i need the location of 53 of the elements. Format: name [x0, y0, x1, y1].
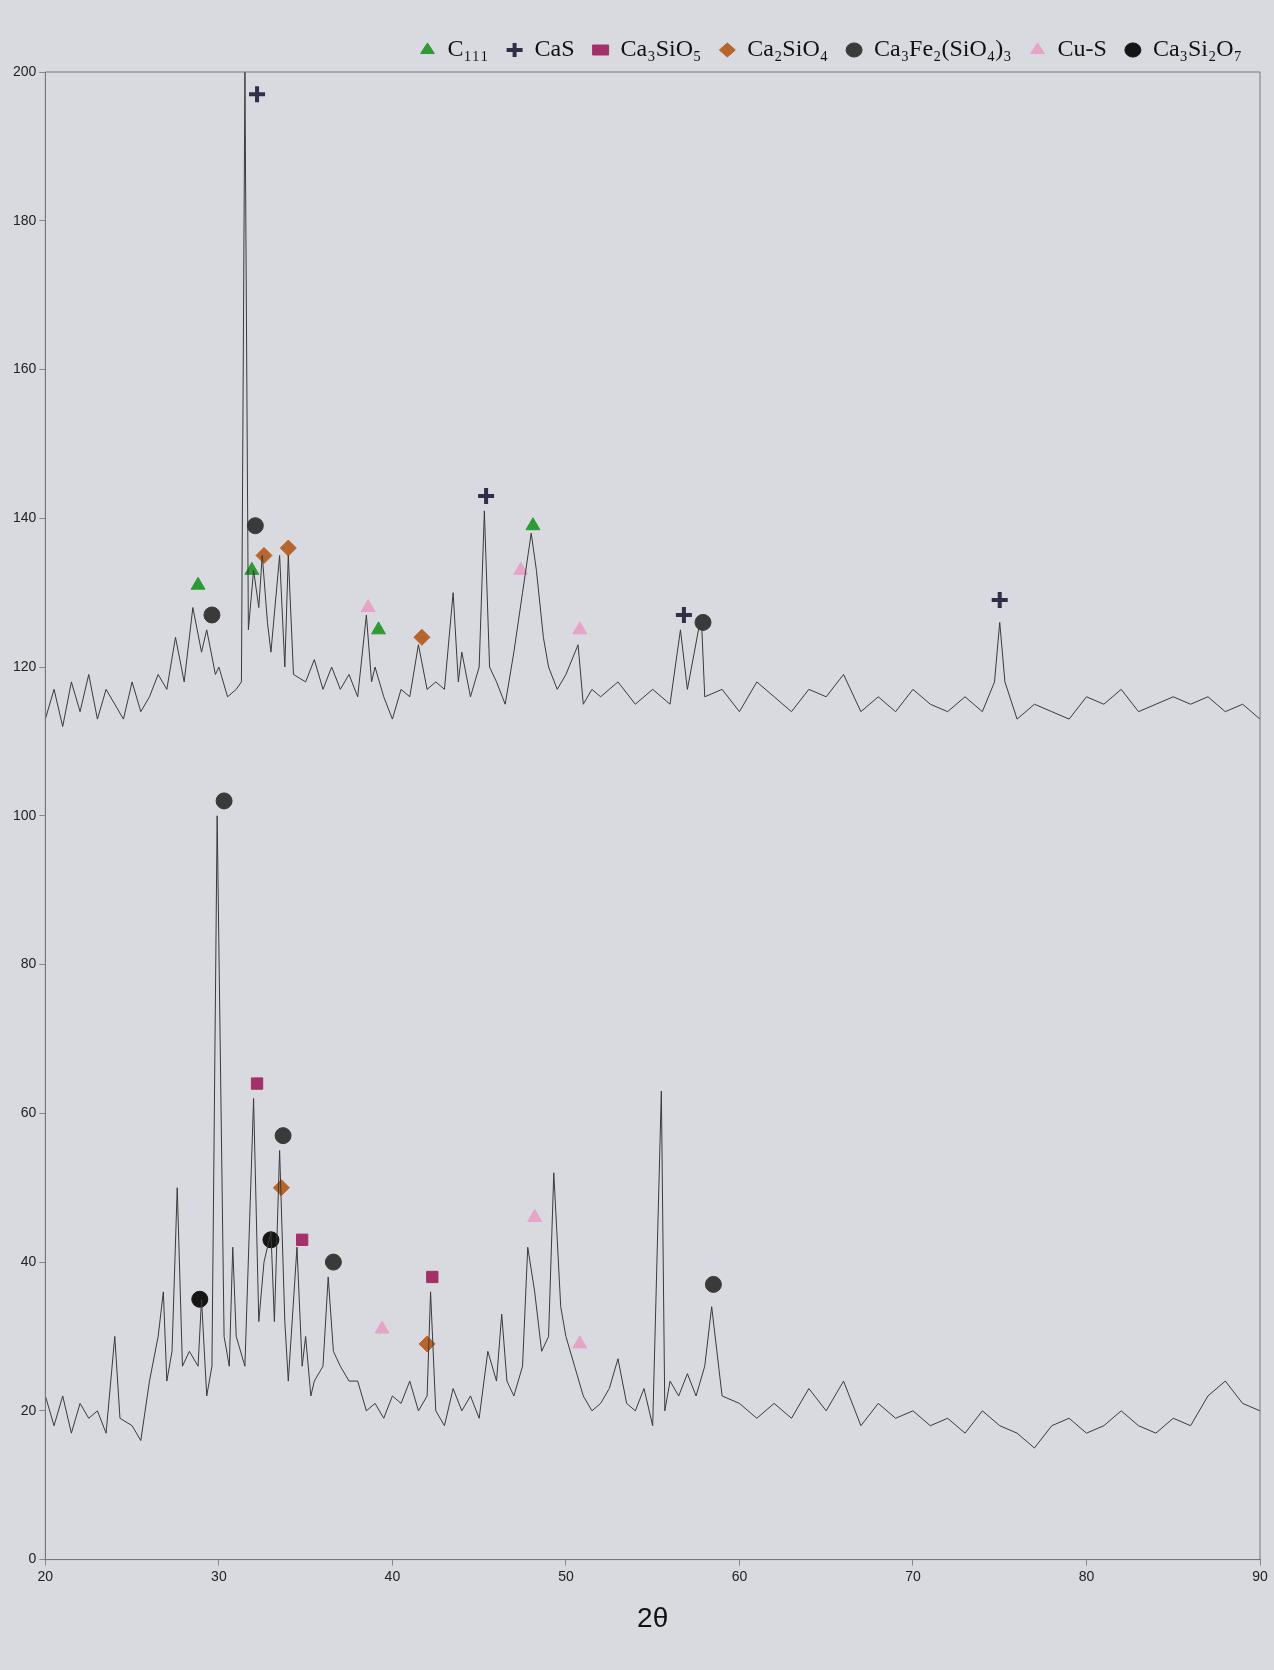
- point: [274, 1127, 292, 1145]
- point: [247, 84, 268, 105]
- y-tick-label: 140: [13, 509, 37, 526]
- point: [374, 1320, 390, 1334]
- point: [279, 539, 297, 557]
- point: [360, 599, 376, 613]
- legend-label: Cu-S: [1057, 35, 1107, 62]
- point: [673, 604, 694, 625]
- y-tick-label: 120: [13, 657, 37, 674]
- y-tick-label: 160: [13, 360, 37, 377]
- y-tick-label: 20: [20, 1401, 37, 1418]
- legend-label: Ca₂SiO₄: [747, 35, 829, 62]
- legend-label: C₁₁₁: [447, 35, 489, 62]
- point: [296, 1233, 309, 1246]
- legend-label: Ca₃Si₂O₇: [1152, 35, 1242, 62]
- legend-label: Ca₃Fe₂(SiO₄)₃: [874, 35, 1012, 62]
- point: [190, 576, 206, 590]
- y-tick-label: 180: [13, 211, 37, 228]
- point: [246, 517, 264, 535]
- point: [203, 606, 221, 624]
- point: [525, 517, 541, 531]
- x-tick-label: 90: [1252, 1567, 1268, 1584]
- point: [371, 621, 386, 635]
- legend-label: Ca₃SiO₅: [620, 35, 702, 62]
- x-tick-label: 30: [211, 1567, 227, 1584]
- y-tick-label: 60: [20, 1104, 37, 1121]
- point: [704, 1275, 722, 1293]
- point: [413, 628, 431, 646]
- point: [476, 485, 497, 506]
- y-tick-label: 200: [13, 62, 37, 79]
- x-tick-label: 50: [558, 1567, 574, 1584]
- x-tick-label: 70: [905, 1567, 921, 1584]
- point: [527, 1208, 543, 1222]
- point: [989, 590, 1010, 611]
- point: [215, 792, 233, 810]
- x-tick-label: 60: [731, 1567, 748, 1584]
- legend-label: CaS: [534, 35, 575, 62]
- y-tick-label: 100: [13, 806, 37, 823]
- y-tick-label: 40: [20, 1252, 37, 1269]
- x-axis-title: 2θ: [637, 1601, 669, 1633]
- point: [513, 561, 529, 575]
- x-tick-label: 40: [384, 1567, 401, 1584]
- x-tick-label: 20: [37, 1567, 54, 1584]
- point: [324, 1253, 342, 1271]
- point: [250, 1077, 264, 1090]
- point: [572, 1335, 588, 1349]
- point: [572, 621, 588, 635]
- x-tick-label: 80: [1078, 1567, 1095, 1584]
- point: [191, 1290, 209, 1308]
- y-tick-label: 80: [20, 955, 37, 972]
- point: [426, 1270, 439, 1284]
- y-tick-label: 0: [28, 1550, 37, 1567]
- point: [255, 546, 273, 564]
